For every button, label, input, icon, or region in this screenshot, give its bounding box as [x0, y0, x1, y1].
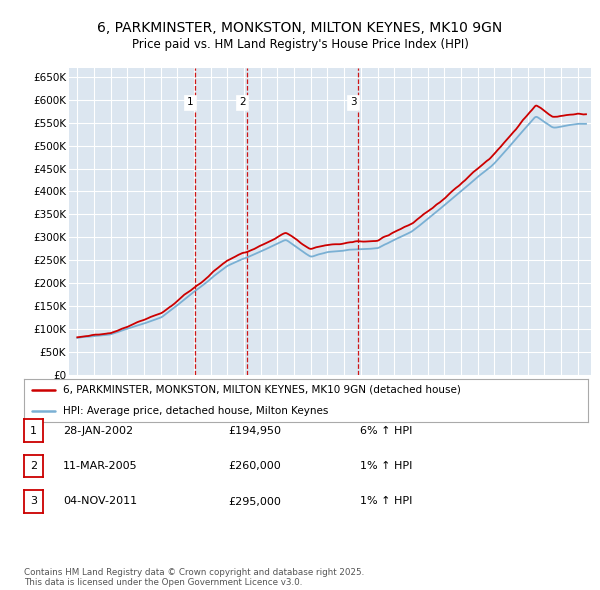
Text: 2: 2: [30, 461, 37, 471]
Text: 2: 2: [239, 97, 245, 107]
Text: £295,000: £295,000: [228, 497, 281, 506]
Text: 3: 3: [30, 497, 37, 506]
Text: Price paid vs. HM Land Registry's House Price Index (HPI): Price paid vs. HM Land Registry's House …: [131, 38, 469, 51]
Text: 3: 3: [350, 97, 356, 107]
Text: 1% ↑ HPI: 1% ↑ HPI: [360, 461, 412, 471]
Text: 6, PARKMINSTER, MONKSTON, MILTON KEYNES, MK10 9GN: 6, PARKMINSTER, MONKSTON, MILTON KEYNES,…: [97, 21, 503, 35]
Text: 1% ↑ HPI: 1% ↑ HPI: [360, 497, 412, 506]
Text: 04-NOV-2011: 04-NOV-2011: [63, 497, 137, 506]
Text: 6, PARKMINSTER, MONKSTON, MILTON KEYNES, MK10 9GN (detached house): 6, PARKMINSTER, MONKSTON, MILTON KEYNES,…: [64, 385, 461, 395]
Text: 1: 1: [187, 97, 194, 107]
Text: £260,000: £260,000: [228, 461, 281, 471]
Text: HPI: Average price, detached house, Milton Keynes: HPI: Average price, detached house, Milt…: [64, 407, 329, 416]
Text: 11-MAR-2005: 11-MAR-2005: [63, 461, 137, 471]
Text: 6% ↑ HPI: 6% ↑ HPI: [360, 426, 412, 435]
Text: 28-JAN-2002: 28-JAN-2002: [63, 426, 133, 435]
Text: 1: 1: [30, 426, 37, 435]
Text: Contains HM Land Registry data © Crown copyright and database right 2025.
This d: Contains HM Land Registry data © Crown c…: [24, 568, 364, 587]
Text: £194,950: £194,950: [228, 426, 281, 435]
